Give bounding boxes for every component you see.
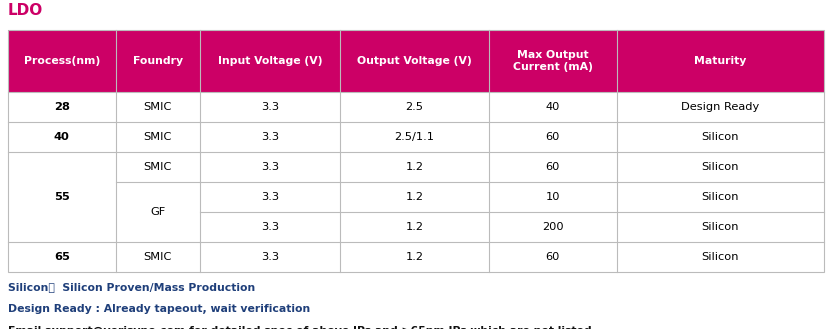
Text: 40: 40 <box>54 132 70 142</box>
Text: 1.2: 1.2 <box>405 222 423 232</box>
Text: LDO: LDO <box>8 3 43 18</box>
Text: 60: 60 <box>546 132 560 142</box>
Bar <box>8 30 824 92</box>
Text: 60: 60 <box>546 162 560 172</box>
Text: 55: 55 <box>54 192 70 202</box>
Text: 3.3: 3.3 <box>261 132 279 142</box>
Text: Max Output
Current (mA): Max Output Current (mA) <box>513 50 592 72</box>
Bar <box>8 122 824 152</box>
Text: Silicon: Silicon <box>701 252 739 262</box>
Text: GF: GF <box>150 207 166 217</box>
Bar <box>8 30 824 272</box>
Text: Silicon: Silicon <box>701 192 739 202</box>
Text: 60: 60 <box>546 252 560 262</box>
Text: Design Ready: Design Ready <box>681 102 760 112</box>
Bar <box>8 92 824 122</box>
Text: 10: 10 <box>546 192 560 202</box>
Text: SMIC: SMIC <box>144 102 172 112</box>
Text: 1.2: 1.2 <box>405 192 423 202</box>
Text: 2.5: 2.5 <box>405 102 423 112</box>
Text: Input Voltage (V): Input Voltage (V) <box>218 56 322 66</box>
Text: Output Voltage (V): Output Voltage (V) <box>357 56 472 66</box>
Text: SMIC: SMIC <box>144 132 172 142</box>
Text: Silicon: Silicon <box>701 132 739 142</box>
Text: 3.3: 3.3 <box>261 162 279 172</box>
Bar <box>8 242 824 272</box>
Text: SMIC: SMIC <box>144 252 172 262</box>
Text: Process(nm): Process(nm) <box>24 56 100 66</box>
Text: Foundry: Foundry <box>132 56 183 66</box>
Bar <box>8 152 824 182</box>
Text: Silicon: Silicon <box>701 222 739 232</box>
Text: 2.5/1.1: 2.5/1.1 <box>394 132 434 142</box>
Text: 3.3: 3.3 <box>261 252 279 262</box>
Text: 3.3: 3.3 <box>261 222 279 232</box>
Bar <box>8 212 824 242</box>
Text: 40: 40 <box>546 102 560 112</box>
Text: 65: 65 <box>54 252 70 262</box>
Text: 1.2: 1.2 <box>405 252 423 262</box>
Text: Silicon: Silicon <box>701 162 739 172</box>
Text: 200: 200 <box>542 222 563 232</box>
Text: SMIC: SMIC <box>144 162 172 172</box>
Text: 3.3: 3.3 <box>261 102 279 112</box>
Text: Silicon：  Silicon Proven/Mass Production: Silicon： Silicon Proven/Mass Production <box>8 282 255 292</box>
Text: Design Ready : Already tapeout, wait verification: Design Ready : Already tapeout, wait ver… <box>8 304 310 314</box>
Text: 28: 28 <box>54 102 70 112</box>
Text: Maturity: Maturity <box>694 56 746 66</box>
Text: Email support@verisyno.com for detailed spec of above IPs and >65nm IPs which ar: Email support@verisyno.com for detailed … <box>8 326 596 329</box>
Bar <box>8 182 824 212</box>
Text: 1.2: 1.2 <box>405 162 423 172</box>
Text: 3.3: 3.3 <box>261 192 279 202</box>
